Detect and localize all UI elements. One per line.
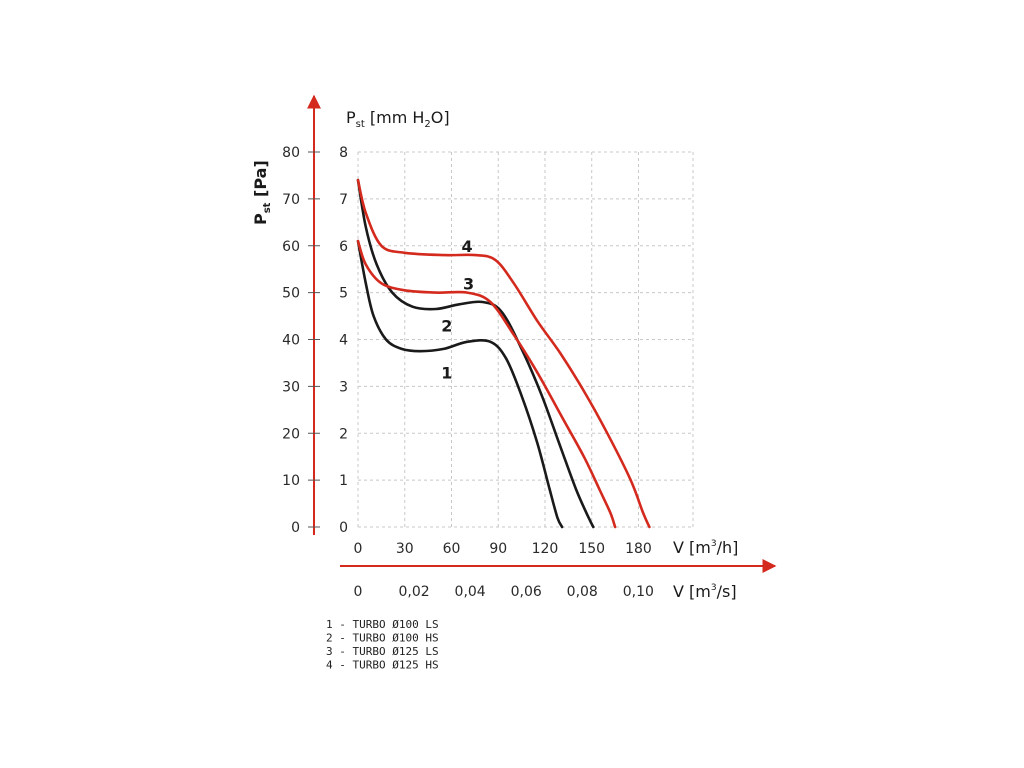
y-mm-tick-label: 1 [339, 473, 348, 489]
y-mm-tick-label: 2 [339, 426, 348, 442]
y-pa-tick-label: 0 [291, 520, 300, 536]
x-m3h-tick-label: 0 [354, 541, 363, 557]
series-line-3 [356, 239, 617, 529]
legend-item-2: 2 - TURBO Ø100 HS [326, 632, 439, 645]
x-axis-label-m3h-main: V [m [673, 538, 711, 557]
y-mm-tick-label: 8 [339, 145, 348, 161]
x-m3h-tick-label: 150 [578, 541, 605, 557]
y-mm-tick-label: 6 [339, 239, 348, 255]
y-axis-label-mm-sub2: 2 [424, 119, 430, 130]
series-label-3: 3 [463, 274, 474, 293]
y-axis-label-mm-main: P [346, 108, 356, 127]
series-line-2 [356, 178, 595, 529]
y-pa-tick-label: 60 [282, 239, 300, 255]
x-axis-label-m3s: V [m3/s] [673, 582, 737, 601]
legend-item-3: 3 - TURBO Ø125 LS [326, 645, 439, 658]
x-axis-label-m3s-sup: 3 [711, 583, 717, 593]
y-pa-tick-label: 30 [282, 379, 300, 395]
x-axis-label-m3h-sup: 3 [711, 539, 717, 549]
y-mm-tick-label: 3 [339, 379, 348, 395]
axes-layer [307, 94, 777, 573]
series-label-4: 4 [461, 237, 472, 256]
y-mm-tick-label: 4 [339, 333, 348, 349]
y-pa-tick-label: 20 [282, 426, 300, 442]
x-m3h-tick-label: 60 [443, 541, 461, 557]
y-axis-label-mm: Pst [mm H2O] [346, 108, 450, 130]
series-label-1: 1 [441, 363, 452, 382]
y-pa-tick-label: 10 [282, 473, 300, 489]
y-pa-tick-label: 40 [282, 333, 300, 349]
y-mm-tick-label: 0 [339, 520, 348, 536]
y-axis-label-mm-sub: st [356, 119, 365, 130]
series-layer [356, 178, 651, 529]
x-axis-label-m3h-rest: /h] [717, 538, 739, 557]
series-line-4 [356, 178, 651, 529]
x-m3s-tick-label: 0,02 [398, 584, 429, 600]
y-axis-label-mm-rest: [mm H [365, 108, 425, 127]
y-axis-label-mm-rest2: O] [431, 108, 450, 127]
y-axis-label-pa-main: P [251, 213, 270, 225]
y-pa-tick-label: 50 [282, 286, 300, 302]
x-m3s-tick-label: 0,04 [455, 584, 486, 600]
y-axis-label-pa: Pst [Pa] [251, 160, 273, 225]
legend-item-4: 4 - TURBO Ø125 HS [326, 659, 439, 672]
y-axis-label-pa-sub: st [262, 202, 273, 213]
y-pa-tick-label: 70 [282, 192, 300, 208]
x-m3h-tick-label: 180 [625, 541, 652, 557]
x-axis-label-m3h: V [m3/h] [673, 538, 738, 557]
grid-layer [357, 151, 694, 528]
y-axis-label-pa-rest: [Pa] [251, 160, 270, 202]
x-m3s-tick-label: 0,10 [623, 584, 654, 600]
x-m3s-tick-label: 0,08 [567, 584, 598, 600]
series-label-2: 2 [441, 316, 452, 335]
x-m3h-tick-label: 120 [532, 541, 559, 557]
legend-layer: 1 - TURBO Ø100 LS2 - TURBO Ø100 HS3 - TU… [326, 618, 439, 672]
x-m3s-tick-label: 0 [354, 584, 363, 600]
y-pa-tick-label: 80 [282, 145, 300, 161]
y-mm-tick-label: 7 [339, 192, 348, 208]
legend-item-1: 1 - TURBO Ø100 LS [326, 618, 439, 631]
x-axis-label-m3s-rest: /s] [717, 582, 737, 601]
y-mm-tick-label: 5 [339, 286, 348, 302]
x-m3h-tick-label: 30 [396, 541, 414, 557]
x-axis-label-m3s-main: V [m [673, 582, 711, 601]
x-m3s-tick-label: 0,06 [511, 584, 542, 600]
series-line-1 [356, 239, 564, 529]
x-m3h-tick-label: 90 [489, 541, 507, 557]
